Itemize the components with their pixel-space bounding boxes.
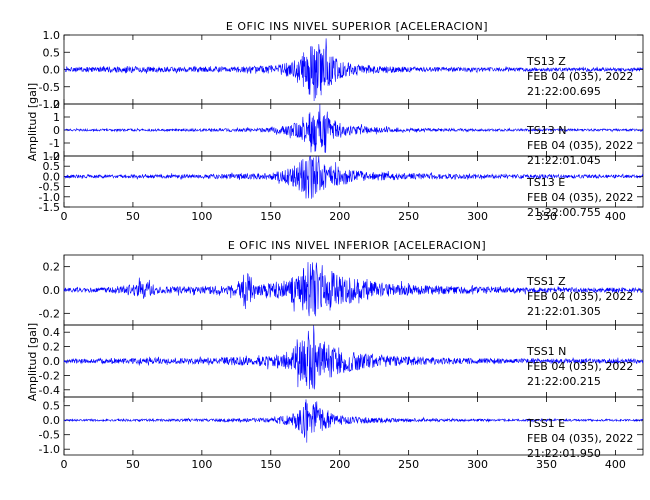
y-tick-label: 0.0 (43, 355, 61, 368)
panel-frame (63, 155, 644, 208)
y-tick-label: -0.2 (39, 369, 60, 382)
y-tick-label: 0.2 (43, 261, 61, 274)
panel-0-2: 1.00.50.0-0.5-1.0-1.5 TS13 E FEB 04 (035),… (39, 150, 644, 223)
seismogram-trace (63, 104, 644, 153)
x-tick-label: 150 (260, 458, 281, 471)
x-tick-label: 0 (61, 210, 68, 223)
y-tick-label: 0 (53, 124, 60, 137)
x-tick-label: 300 (467, 458, 488, 471)
date-label: FEB 04 (035), 2022 (527, 360, 633, 373)
y-tick-label: -2 (49, 150, 60, 163)
x-tick-label: 400 (605, 458, 626, 471)
y-axis-label-superior: Amplitud [gal] (26, 83, 39, 161)
y-tick-label: -0.5 (39, 81, 60, 94)
y-tick-label: 0.0 (43, 170, 61, 183)
time-label: 21:22:01.305 (527, 305, 601, 318)
x-tick-label: 250 (398, 210, 419, 223)
date-label: FEB 04 (035), 2022 (527, 139, 633, 152)
x-tick-label: 0 (61, 458, 68, 471)
panel-1-2: 0.50.0 -0.5-1.0 TSS1 E FEB 04 (035), 2022 21… (39, 396, 644, 471)
x-tick-label: 100 (191, 458, 212, 471)
time-label: 21:22:01.950 (527, 447, 601, 460)
time-label: 21:22:01.045 (527, 154, 601, 167)
channel-label: TSS1 Z (526, 275, 566, 288)
y-tick-label: 0.4 (43, 326, 61, 339)
chart-title-inferior: E OFIC INS NIVEL INFERIOR [ACELERACION] (228, 239, 486, 252)
y-tick-label: 1 (53, 111, 60, 124)
y-tick-label: 0.0 (43, 284, 61, 297)
seismogram-trace (63, 325, 644, 390)
panel-0-0: 1.0 0.5 0.0 -0.5 -1.0 TS13 Z FEB 04 (035), 202… (39, 29, 644, 111)
panel-frame (63, 396, 644, 456)
seismogram-trace (63, 399, 644, 443)
seismogram-trace (63, 38, 644, 102)
x-tick-label: 150 (260, 210, 281, 223)
panel-0-1: 210-1-2 TS13 N FEB 04 (035), 2022 21:22:01.… (49, 98, 644, 167)
y-tick-label: -0.5 (39, 181, 60, 194)
x-tick-label: 300 (467, 210, 488, 223)
time-label: 21:22:00.695 (527, 85, 601, 98)
x-tick-label: 350 (536, 458, 557, 471)
y-tick-label: -0.5 (39, 429, 60, 442)
channel-label: TS13 N (526, 124, 566, 137)
date-label: FEB 04 (035), 2022 (527, 432, 633, 445)
y-tick-label: 0.2 (43, 341, 61, 354)
y-tick-label: 2 (53, 98, 60, 111)
chart-title-superior: E OFIC INS NIVEL SUPERIOR [ACELERACION] (226, 20, 488, 33)
channel-label: TS13 Z (526, 55, 566, 68)
y-tick-label: -0.2 (39, 307, 60, 320)
channel-label: TSS1 N (526, 345, 566, 358)
y-tick-label: -1.0 (39, 443, 60, 456)
x-tick-label: 50 (126, 458, 140, 471)
y-tick-label: 0.5 (43, 160, 61, 173)
channel-label: TSS1 E (526, 417, 565, 430)
y-tick-label: -1.0 (39, 191, 60, 204)
date-label: FEB 04 (035), 2022 (527, 290, 633, 303)
x-tick-label: 350 (536, 210, 557, 223)
x-tick-label: 200 (329, 210, 350, 223)
x-tick-label: 50 (126, 210, 140, 223)
x-tick-label: 400 (605, 210, 626, 223)
time-label: 21:22:00.755 (527, 206, 601, 219)
time-label: 21:22:00.215 (527, 375, 601, 388)
y-tick-label: -0.4 (39, 384, 60, 397)
y-tick-label: 0.5 (43, 46, 61, 59)
y-axis-label-inferior: Amplitud [gal] (26, 323, 39, 401)
y-tick-label: 0.0 (43, 414, 61, 427)
channel-label: TS13 E (526, 176, 565, 189)
x-tick-label: 100 (191, 210, 212, 223)
y-tick-label: 1.0 (43, 29, 61, 42)
y-tick-label: 0.5 (43, 400, 61, 413)
date-label: FEB 04 (035), 2022 (527, 191, 633, 204)
y-tick-label: 0.0 (43, 64, 61, 77)
x-tick-label: 200 (329, 458, 350, 471)
date-label: FEB 04 (035), 2022 (527, 70, 633, 83)
seismogram-trace (63, 262, 644, 317)
y-tick-label: -1 (49, 137, 60, 150)
seismogram-trace (63, 156, 644, 199)
y-tick-label: 1.0 (43, 150, 61, 163)
y-tick-label: -1.0 (39, 98, 60, 111)
x-tick-label: 250 (398, 458, 419, 471)
y-tick-label: -1.5 (39, 201, 60, 214)
